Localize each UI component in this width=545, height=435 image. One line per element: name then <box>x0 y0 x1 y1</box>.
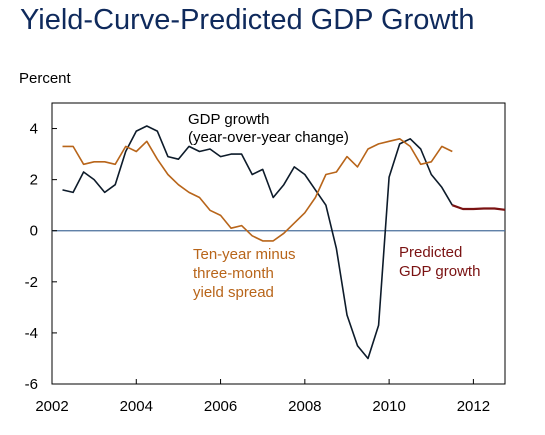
gdp-growth-label-line-2: (year-over-year change) <box>188 129 349 146</box>
predicted-gdp-label-line-2: GDP growth <box>399 263 480 280</box>
plot-border <box>51 102 506 385</box>
x-tick-label: 2008 <box>288 398 321 415</box>
chart-title: Yield-Curve-Predicted GDP Growth <box>20 4 475 36</box>
y-tick-label: -2 <box>25 274 38 291</box>
yield-spread-line <box>62 138 453 242</box>
gdp-growth-label-line-1: GDP growth <box>188 111 269 128</box>
x-tick-label: 2004 <box>120 398 153 415</box>
y-tick-label: -6 <box>25 376 38 393</box>
predicted-gdp-label-line-1: Predicted <box>399 244 462 261</box>
yield-spread-label-line-1: Ten-year minus <box>193 246 296 263</box>
y-tick-label: 2 <box>30 172 38 189</box>
series-lines <box>62 125 506 360</box>
y-tick-label: 4 <box>30 121 38 138</box>
gdp-growth-line <box>62 125 453 360</box>
x-tick-label: 2006 <box>204 398 237 415</box>
yield-spread-label-line-3: yield spread <box>193 284 274 301</box>
y-tick-label: -4 <box>25 325 38 342</box>
y-axis-ticks: -6 -4 -2 0 2 4 <box>25 121 57 393</box>
x-tick-label: 2012 <box>457 398 490 415</box>
x-tick-label: 2010 <box>372 398 405 415</box>
x-tick-label: 2002 <box>35 398 68 415</box>
plot-frame <box>51 102 506 385</box>
series-labels: GDP growth(year-over-year change)Ten-yea… <box>188 111 480 301</box>
y-tick-label: 0 <box>30 223 38 240</box>
x-axis-ticks: 2002 2004 2006 2008 2010 2012 <box>35 379 490 415</box>
yield-spread-label-line-2: three-month <box>193 265 274 282</box>
y-axis-label: Percent <box>19 70 71 87</box>
predicted-gdp-line <box>451 204 506 211</box>
